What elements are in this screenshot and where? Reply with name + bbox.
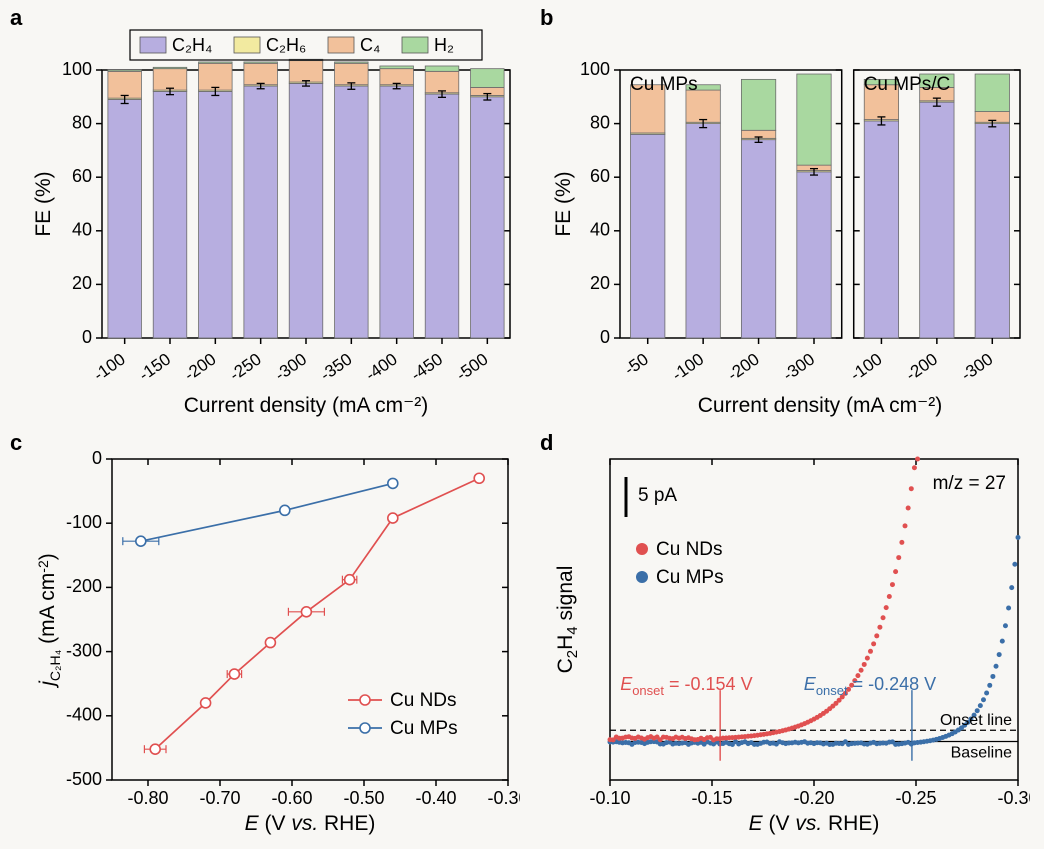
svg-text:Baseline: Baseline [951, 744, 1012, 761]
svg-text:-300: -300 [66, 640, 102, 660]
svg-text:Cu NDs: Cu NDs [390, 690, 457, 711]
svg-text:80: 80 [72, 112, 92, 132]
svg-text:100: 100 [580, 59, 610, 79]
svg-text:E (V vs. RHE): E (V vs. RHE) [749, 812, 880, 835]
panel-b: 0 20 40 60 80 100 -50 -100 -200 -300 Cu MPs -100 -20… [552, 20, 1030, 420]
svg-text:C₂H₄: C₂H₄ [172, 35, 212, 55]
svg-text:Cu MPs/C: Cu MPs/C [864, 74, 951, 95]
svg-text:-0.20: -0.20 [793, 788, 834, 808]
svg-text:-100: -100 [669, 350, 708, 385]
svg-text:20: 20 [72, 273, 92, 293]
svg-text:-0.60: -0.60 [271, 788, 312, 808]
svg-text:-100: -100 [847, 350, 886, 385]
svg-text:-0.25: -0.25 [895, 788, 936, 808]
svg-text:Cu MPs: Cu MPs [390, 718, 458, 739]
svg-text:Cu MPs: Cu MPs [630, 74, 698, 95]
svg-text:60: 60 [590, 166, 610, 186]
svg-text:80: 80 [590, 112, 610, 132]
svg-text:FE (%): FE (%) [32, 171, 55, 236]
svg-text:Onset line: Onset line [940, 712, 1012, 729]
svg-text:40: 40 [72, 220, 92, 240]
panel-d: -0.10 -0.15 -0.20 -0.25 -0.30 Eonset = -0.154… [552, 445, 1030, 840]
svg-text:40: 40 [590, 220, 610, 240]
svg-text:C₄: C₄ [360, 35, 380, 55]
svg-text:Eonset = -0.154 V: Eonset = -0.154 V [620, 674, 752, 698]
svg-text:m/z = 27: m/z = 27 [933, 473, 1006, 494]
svg-text:-0.30: -0.30 [997, 788, 1030, 808]
svg-text:C2H4 signal: C2H4 signal [554, 566, 581, 674]
svg-text:-400: -400 [362, 350, 401, 385]
svg-text:-200: -200 [902, 350, 941, 385]
panel-label-a: a [10, 5, 22, 31]
svg-text:-0.40: -0.40 [415, 788, 456, 808]
svg-text:-250: -250 [226, 350, 265, 385]
svg-text:-200: -200 [66, 576, 102, 596]
svg-text:-500: -500 [453, 350, 492, 385]
svg-text:-450: -450 [407, 350, 446, 385]
svg-text:-300: -300 [958, 350, 997, 385]
svg-text:Current density (mA cm⁻²): Current density (mA cm⁻²) [184, 394, 428, 417]
svg-text:E (V vs. RHE): E (V vs. RHE) [245, 812, 376, 835]
svg-text:0: 0 [600, 327, 610, 347]
svg-text:-500: -500 [66, 769, 102, 789]
svg-text:-350: -350 [317, 350, 356, 385]
svg-text:H₂: H₂ [434, 35, 454, 55]
svg-text:100: 100 [62, 59, 92, 79]
svg-text:Eonset = -0.248 V: Eonset = -0.248 V [804, 674, 936, 698]
svg-text:jC₂H₄ (mA cm-2): jC₂H₄ (mA cm-2) [35, 553, 63, 689]
svg-text:0: 0 [92, 448, 102, 468]
svg-text:Cu NDs: Cu NDs [656, 539, 723, 560]
svg-text:-0.30: -0.30 [487, 788, 520, 808]
svg-text:-300: -300 [779, 350, 818, 385]
svg-text:-300: -300 [271, 350, 310, 385]
svg-text:-200: -200 [181, 350, 220, 385]
svg-text:-50: -50 [621, 350, 652, 380]
svg-text:-0.15: -0.15 [691, 788, 732, 808]
svg-text:C₂H₆: C₂H₆ [266, 35, 306, 55]
svg-text:-0.50: -0.50 [343, 788, 384, 808]
svg-text:-0.70: -0.70 [199, 788, 240, 808]
svg-text:-150: -150 [135, 350, 174, 385]
svg-text:-100: -100 [66, 512, 102, 532]
svg-text:-400: -400 [66, 705, 102, 725]
panel-a: 0 20 40 60 80 100 -100-150-200-250-300-350-400… [30, 20, 520, 420]
svg-text:Cu MPs: Cu MPs [656, 567, 724, 588]
svg-text:0: 0 [82, 327, 92, 347]
panel-c: -500 -400 -300 -200 -100 0 -0.80 -0.70 -0.60 -0.5… [30, 445, 520, 840]
svg-text:20: 20 [590, 273, 610, 293]
svg-text:Current density (mA cm⁻²): Current density (mA cm⁻²) [698, 394, 942, 417]
panel-label-c: c [10, 430, 22, 456]
svg-text:-0.10: -0.10 [589, 788, 630, 808]
svg-text:-100: -100 [90, 350, 129, 385]
svg-text:60: 60 [72, 166, 92, 186]
svg-text:-200: -200 [724, 350, 763, 385]
svg-text:5 pA: 5 pA [638, 485, 677, 506]
svg-text:FE (%): FE (%) [552, 171, 575, 236]
svg-text:-0.80: -0.80 [127, 788, 168, 808]
